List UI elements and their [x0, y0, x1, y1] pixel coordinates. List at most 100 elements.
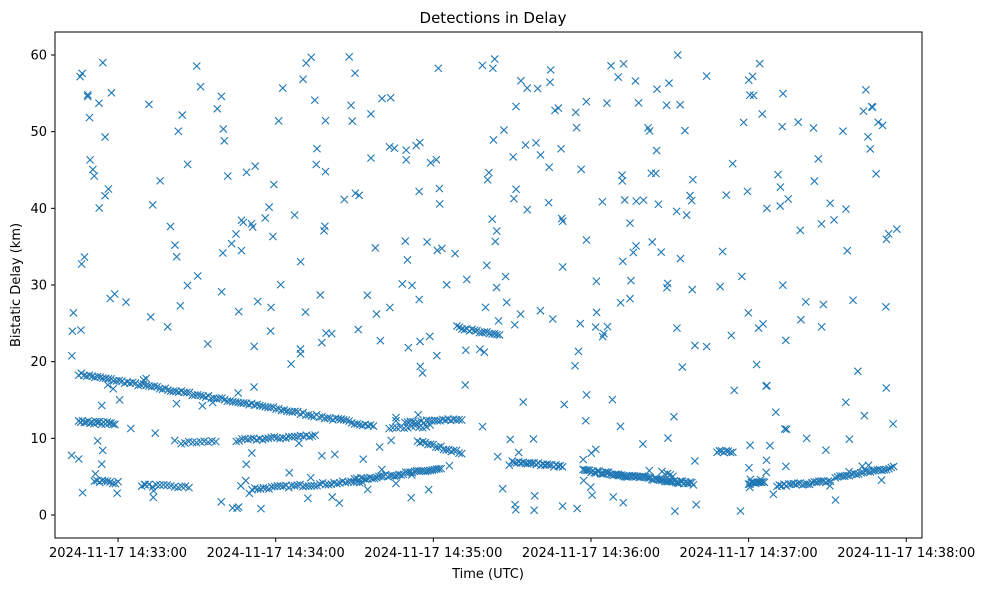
data-point [310, 96, 319, 105]
data-point [293, 432, 302, 441]
data-point [232, 437, 241, 446]
data-point [824, 477, 833, 486]
data-point [545, 163, 554, 172]
data-point [601, 468, 610, 476]
data-point [88, 165, 97, 174]
data-point [626, 294, 635, 303]
data-point [619, 59, 628, 68]
data-point [591, 323, 600, 332]
data-point [881, 302, 890, 311]
data-point [845, 435, 854, 444]
data-point [689, 480, 698, 489]
data-point [867, 102, 876, 111]
data-point [702, 342, 711, 351]
data-point [423, 237, 432, 246]
data-point [67, 351, 76, 360]
data-point [586, 483, 595, 492]
data-point [745, 483, 754, 492]
data-point [470, 326, 479, 335]
data-point [678, 363, 687, 372]
data-point [152, 480, 161, 489]
data-point [760, 478, 769, 487]
data-point [663, 469, 672, 478]
data-point [516, 310, 525, 319]
data-point [239, 218, 248, 227]
data-point [253, 297, 262, 306]
data-point [744, 463, 753, 472]
data-point [287, 360, 296, 368]
data-point [330, 450, 339, 459]
data-point [878, 121, 887, 130]
data-point [609, 492, 618, 501]
data-point [620, 472, 629, 481]
data-point [489, 135, 498, 144]
data-point [183, 281, 192, 290]
data-point [745, 91, 754, 100]
data-point [266, 327, 275, 336]
data-point [492, 227, 501, 236]
data-point [377, 472, 386, 481]
data-point [369, 422, 378, 431]
data-point [884, 229, 893, 238]
data-point [294, 439, 303, 448]
data-point [126, 424, 135, 433]
data-point [110, 420, 119, 429]
data-point [713, 448, 722, 457]
data-point [280, 406, 289, 415]
data-point [882, 383, 891, 392]
data-point [626, 219, 635, 228]
data-point [554, 104, 563, 113]
data-point [669, 412, 678, 421]
data-point [863, 132, 872, 141]
data-point [630, 471, 639, 480]
data-point [323, 414, 332, 423]
data-point [722, 191, 731, 200]
data-point [113, 489, 122, 498]
data-point [736, 507, 745, 516]
data-point [744, 308, 753, 317]
data-point [149, 493, 158, 502]
data-point [722, 446, 731, 455]
data-point [151, 429, 160, 438]
data-point [86, 155, 95, 164]
data-point [715, 446, 724, 455]
data-point [557, 214, 566, 223]
data-point [442, 280, 451, 289]
data-point [435, 184, 444, 193]
data-point [490, 55, 499, 64]
data-point [388, 423, 397, 432]
data-point [95, 204, 104, 213]
data-point [781, 336, 790, 345]
data-point [598, 332, 607, 341]
data-point [809, 124, 818, 132]
data-point [889, 462, 898, 471]
data-point [556, 461, 565, 470]
data-point [452, 321, 461, 330]
data-point [778, 281, 787, 290]
data-point [726, 448, 735, 457]
data-point [432, 351, 441, 360]
data-point [350, 474, 359, 483]
data-point [321, 167, 330, 176]
data-point [755, 59, 764, 68]
data-point [560, 400, 569, 409]
data-point [826, 199, 835, 208]
data-point [432, 155, 441, 164]
data-point [558, 462, 567, 471]
data-point [250, 383, 259, 391]
data-point [778, 122, 787, 131]
data-point [144, 100, 153, 109]
data-point [103, 380, 112, 389]
data-point [803, 480, 812, 489]
data-point [514, 448, 523, 457]
data-point [269, 180, 278, 189]
data-point [424, 485, 433, 494]
data-point [109, 384, 118, 393]
data-point [68, 327, 77, 336]
data-point [686, 191, 694, 200]
data-point [218, 249, 227, 258]
data-point [361, 475, 370, 484]
data-point [90, 171, 99, 180]
data-point [752, 360, 761, 369]
data-point [581, 416, 590, 425]
